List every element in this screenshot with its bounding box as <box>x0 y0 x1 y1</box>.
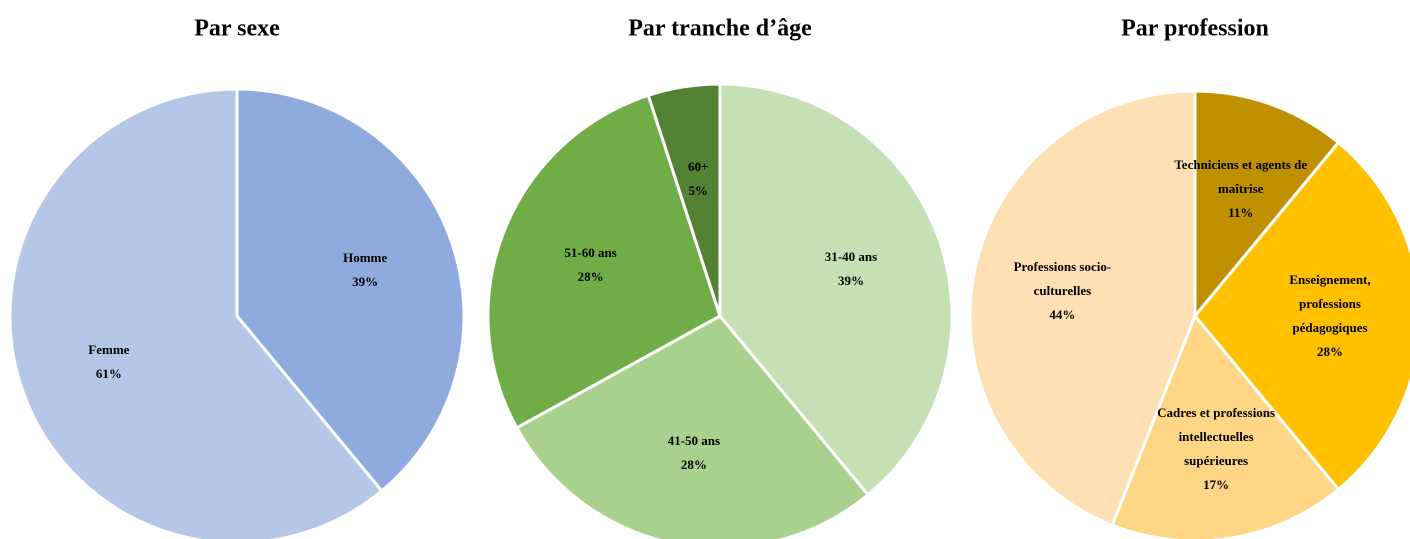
category-label: Cadres et professions intellectuelles su… <box>1157 405 1276 469</box>
value-label: 28% <box>577 268 604 284</box>
category-label: Homme <box>343 249 388 265</box>
slice-label: Enseignement, professions pédagogiques 28… <box>1289 268 1370 364</box>
category-label: 51-60 ans <box>564 244 617 260</box>
slice-label: Homme 39% <box>343 246 387 294</box>
chart-title: Par profession <box>1121 16 1269 42</box>
value-label: 28% <box>1317 344 1343 359</box>
value-label: 39% <box>352 273 379 289</box>
value-label: 5% <box>688 182 708 198</box>
value-label: 17% <box>1203 477 1230 493</box>
chart-title: Par tranche d’âge <box>628 16 812 42</box>
category-label: 31-40 ans <box>824 248 878 264</box>
category-label: Femme <box>88 342 130 358</box>
chart-title: Par sexe <box>194 16 280 42</box>
slice-label: 60+ 5% <box>688 155 708 203</box>
value-label: 44% <box>1049 306 1076 322</box>
slice-label: 31-40 ans 39% <box>825 245 877 293</box>
pie-slice <box>8 87 384 539</box>
value-label: 11% <box>1228 204 1254 220</box>
slice-label: Femme 61% <box>88 338 129 386</box>
category-label: Enseignement, professions pédagogiques <box>1289 272 1371 335</box>
pie-slice <box>968 89 1197 528</box>
pie-slice <box>1193 89 1341 321</box>
value-label: 61% <box>95 366 122 382</box>
value-label: 39% <box>837 272 864 288</box>
pie-slice <box>1193 140 1410 492</box>
pie-slice <box>514 314 870 539</box>
slice-label: Techniciens et agents de maîtrise 11% <box>1171 153 1311 225</box>
pie-slice <box>646 82 722 317</box>
value-label: 28% <box>680 456 707 472</box>
category-label: 41-50 ans <box>667 432 721 448</box>
category-label: Techniciens et agents de maîtrise <box>1174 156 1308 196</box>
slice-label: Professions socio-culturelles 44% <box>992 255 1132 327</box>
pie-slice <box>486 93 722 430</box>
category-label: Professions socio-culturelles <box>1013 258 1112 298</box>
pie-slice <box>235 87 466 494</box>
slice-label: 41-50 ans 28% <box>668 429 720 477</box>
pie-slice <box>718 82 954 497</box>
slice-label: Cadres et professions intellectuelles su… <box>1146 401 1286 497</box>
pie-slice <box>1110 313 1341 539</box>
category-label: 60+ <box>688 158 709 174</box>
slice-label: 51-60 ans 28% <box>564 241 616 289</box>
